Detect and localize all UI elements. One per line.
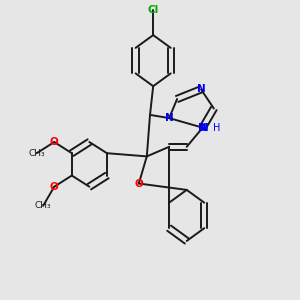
Text: N: N [165,113,173,123]
Text: N: N [198,123,207,133]
Text: CH₃: CH₃ [28,149,45,158]
Text: Cl: Cl [148,4,159,15]
Text: O: O [134,178,143,188]
Text: O: O [50,182,58,192]
Text: O: O [50,137,58,147]
Text: H: H [213,123,221,133]
Text: N: N [197,84,206,94]
Text: N: N [200,123,208,133]
Text: CH₃: CH₃ [35,201,51,210]
